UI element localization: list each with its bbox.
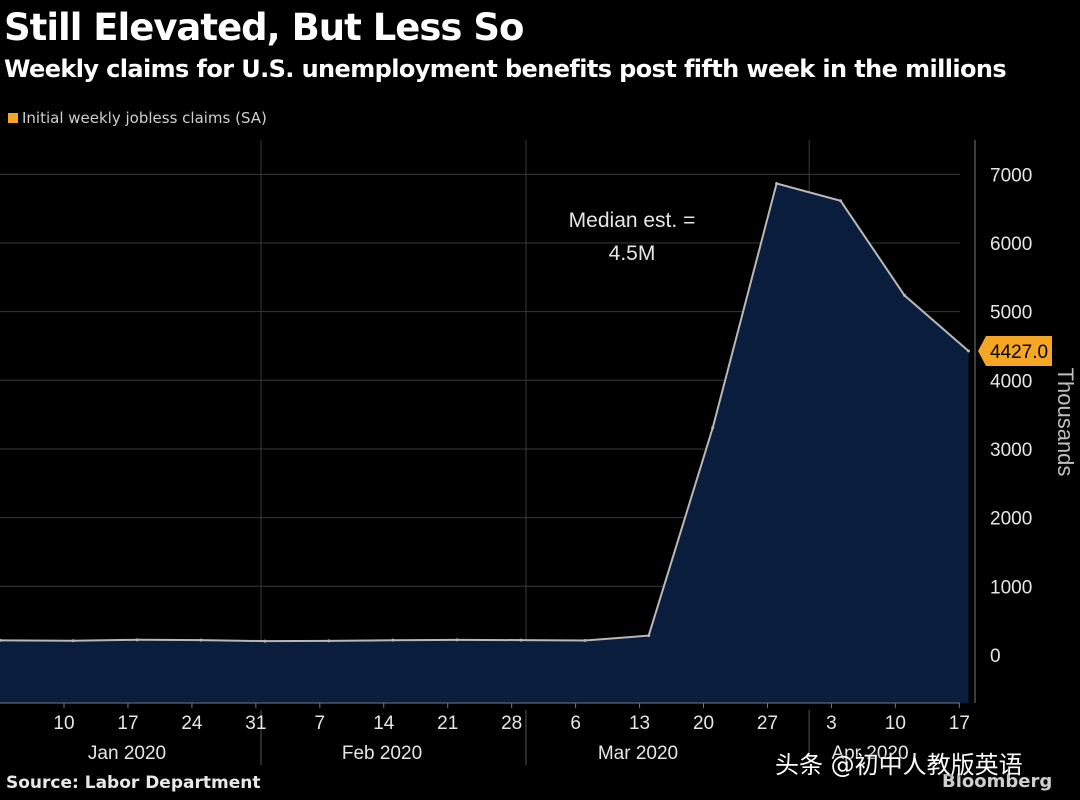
y-tick-label: 5000	[990, 303, 1032, 324]
data-point	[839, 199, 843, 203]
legend-swatch	[8, 113, 18, 123]
data-point	[71, 639, 75, 643]
x-tick-label: 17	[949, 713, 970, 734]
x-tick-label: 10	[885, 713, 906, 734]
y-tick-label: 2000	[990, 509, 1032, 530]
data-point	[519, 638, 523, 642]
data-point	[647, 634, 651, 638]
x-tick-label: 27	[757, 713, 778, 734]
x-tick-label: 10	[53, 713, 74, 734]
chart-title: Still Elevated, But Less So	[4, 6, 524, 49]
y-tick-label: 3000	[990, 440, 1032, 461]
month-label: Apr 2020	[831, 743, 908, 764]
x-tick-label: 24	[181, 713, 203, 734]
area-fill	[0, 183, 969, 703]
x-tick-label: 6	[570, 713, 581, 734]
last-value-label: 4427.0	[990, 342, 1048, 363]
month-label: Feb 2020	[342, 743, 422, 764]
legend: Initial weekly jobless claims (SA)	[8, 109, 267, 127]
last-value-badge	[978, 335, 1052, 366]
x-tick-label: 14	[373, 713, 395, 734]
data-point	[966, 349, 970, 353]
y-tick-label: 4000	[990, 371, 1032, 392]
x-tick-label: 3	[826, 713, 837, 734]
data-point	[263, 639, 267, 643]
y-tick-label: 6000	[990, 234, 1032, 255]
x-tick-label: 13	[629, 713, 650, 734]
chart-subtitle: Weekly claims for U.S. unemployment bene…	[4, 55, 1007, 83]
x-tick-label: 21	[437, 713, 458, 734]
y-tick-label: 1000	[990, 577, 1032, 598]
data-point	[0, 638, 2, 642]
data-point	[583, 638, 587, 642]
month-label: Jan 2020	[88, 743, 166, 764]
data-point	[391, 638, 395, 642]
legend-label: Initial weekly jobless claims (SA)	[22, 109, 267, 127]
data-point	[135, 638, 139, 642]
annotation-text: Median est. =	[569, 209, 696, 232]
bloomberg-logo: Bloomberg	[942, 771, 1053, 792]
watermark: 头条 @初中人教版英语	[775, 751, 1023, 779]
data-point	[199, 638, 203, 642]
x-tick-label: 17	[117, 713, 138, 734]
x-tick-label: 28	[501, 713, 522, 734]
x-tick-label: 20	[693, 713, 714, 734]
data-point	[903, 293, 907, 297]
data-point	[455, 638, 459, 642]
series-line	[0, 182, 970, 643]
y-tick-label: 7000	[990, 165, 1032, 186]
source-note: Source: Labor Department	[6, 773, 261, 793]
data-point	[711, 426, 715, 430]
y-tick-label: 0	[990, 646, 1001, 667]
x-tick-label: 31	[245, 713, 266, 734]
month-label: Mar 2020	[598, 743, 678, 764]
annotation-text: 4.5M	[609, 242, 656, 265]
data-point	[775, 181, 779, 185]
y-axis-title: Thousands	[1053, 368, 1078, 477]
x-tick-label: 7	[315, 713, 326, 734]
data-point	[327, 639, 331, 643]
